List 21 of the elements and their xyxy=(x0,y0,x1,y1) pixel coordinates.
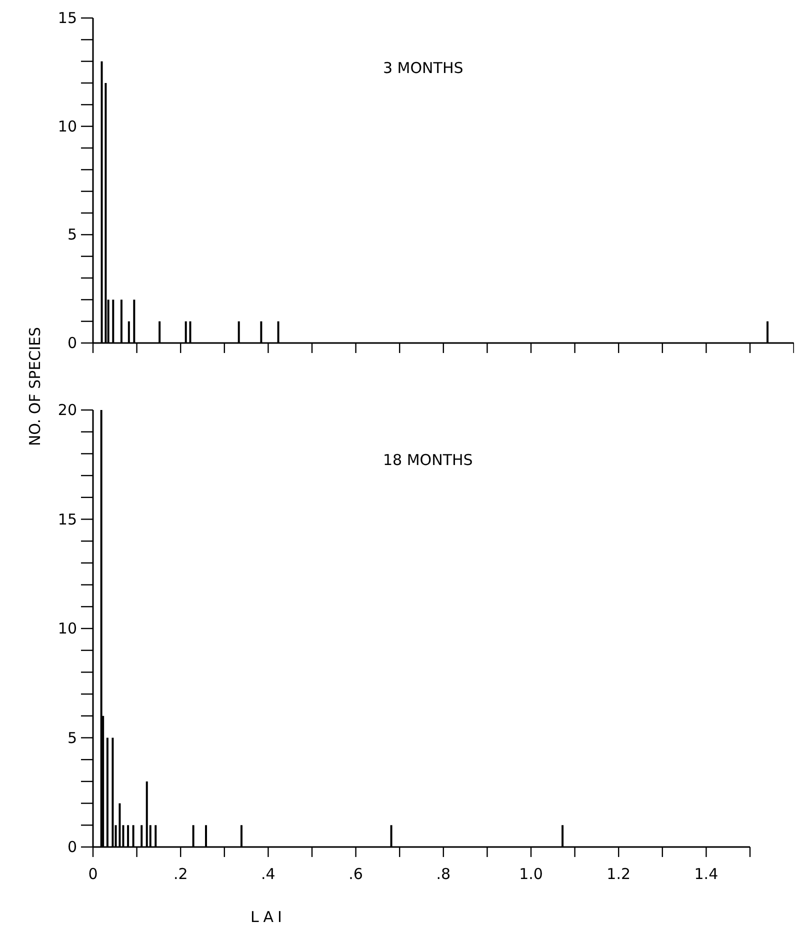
x-axis-title: LAI xyxy=(250,908,286,926)
y-tick-label: 15 xyxy=(58,510,77,528)
x-tick-label: .2 xyxy=(173,865,188,883)
x-tick-label: .4 xyxy=(261,865,276,883)
y-tick-label: 0 xyxy=(67,334,77,352)
y-tick-label: 10 xyxy=(58,620,77,638)
y-tick-label: 10 xyxy=(58,117,77,136)
x-tick-label: 1.4 xyxy=(694,865,718,883)
text: 18 MONTHS xyxy=(383,451,473,469)
y-tick-label: 0 xyxy=(67,838,77,856)
y-tick-label: 5 xyxy=(67,728,77,747)
y-tick-label: 15 xyxy=(58,9,77,27)
x-tick-label: 1.2 xyxy=(606,865,631,883)
y-tick-label: 20 xyxy=(58,401,77,419)
x-tick-label: .6 xyxy=(348,865,363,883)
x-tick-label: .8 xyxy=(436,865,451,883)
y-tick-label: 5 xyxy=(67,226,77,244)
text: 3 MONTHS xyxy=(383,59,464,77)
y-axis-title: NO. OF SPECIES xyxy=(26,326,44,446)
x-tick-label: 1.0 xyxy=(519,865,543,883)
x-tick-label: 0 xyxy=(88,865,98,883)
